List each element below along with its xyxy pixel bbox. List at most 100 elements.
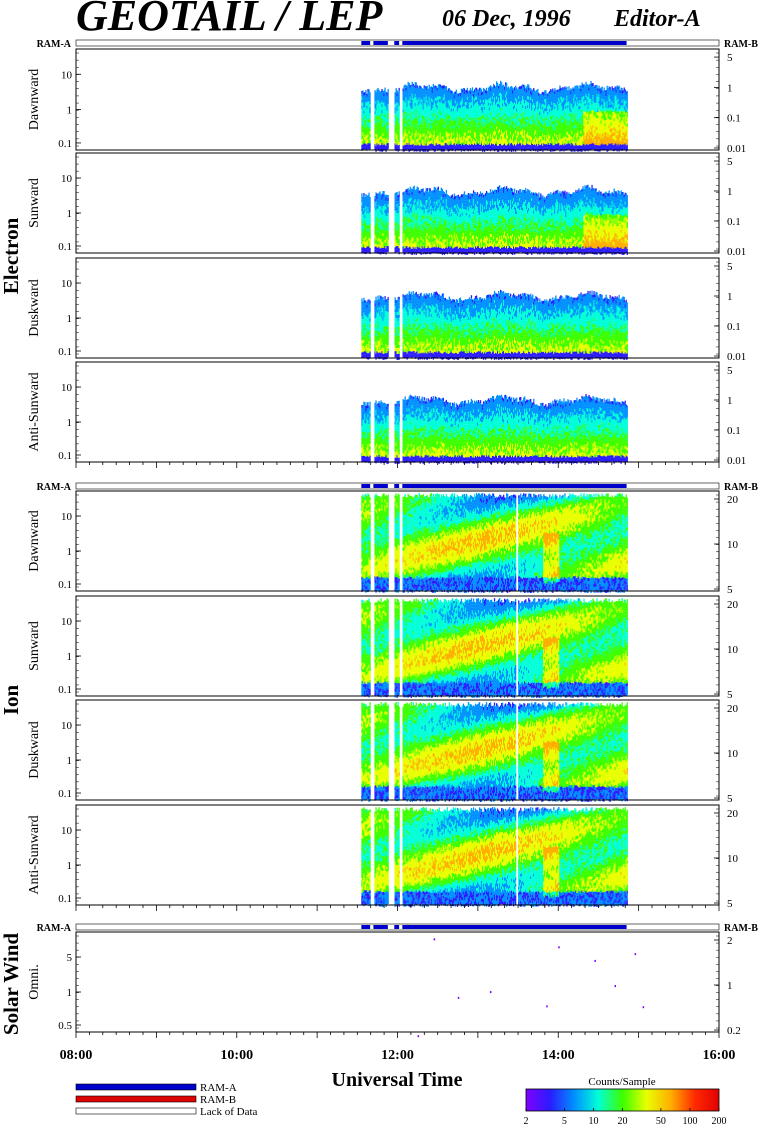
panel-electron-sunward: Sunward 10 1 0.1 5 1 0.1 0.01: [27, 152, 746, 258]
colorbar-ticks: 2 5 10 20 50 100 200: [524, 1108, 727, 1127]
panel-frame: [75, 48, 720, 151]
right-tick-label: 0.1: [727, 216, 741, 228]
right-tick-label: 0.1: [727, 113, 741, 125]
panel-label: Anti-Sunward: [27, 372, 42, 451]
solar-wind-point: [546, 1005, 548, 1008]
legend-label-lack-of-data: Lack of Data: [200, 1106, 258, 1118]
left-tick-label: 10: [61, 173, 73, 185]
panel-frame: [75, 931, 720, 1033]
left-tick-label: 1: [67, 860, 73, 872]
left-tick-label: 0.1: [58, 450, 72, 462]
ram-bar-gap: [399, 484, 403, 488]
left-tick-label: 10: [61, 511, 73, 523]
time-axis: 08:00 10:00 12:00 14:00 16:00: [60, 462, 735, 1063]
right-tick-label: 5: [727, 584, 733, 596]
left-tick-label: 1: [67, 651, 73, 663]
left-tick-label: 1: [67, 208, 73, 220]
ram-bar-gap: [370, 925, 374, 929]
left-tick-label: 1: [67, 987, 73, 999]
x-tick-label: 12:00: [381, 1048, 414, 1063]
colorbar: [525, 1088, 720, 1112]
left-tick-label: 1: [67, 313, 73, 325]
solar-wind-point: [558, 946, 560, 949]
legend-swatch-ram-a: [75, 1083, 197, 1091]
left-tick-label: 10: [61, 616, 73, 628]
right-tick-label: 5: [727, 365, 733, 377]
ram-bar-ram-a: [361, 925, 627, 929]
x-tick-label: 10:00: [220, 1048, 253, 1063]
panel-solar_wind-omni: Omni. 5 1 0.5 2 1 0.2: [27, 931, 741, 1038]
right-tick-label: 5: [727, 261, 733, 273]
colorbar-tick-label: 5: [562, 1116, 567, 1127]
panel-electron-duskward: Duskward 10 1 0.1 5 1 0.1 0.01: [27, 257, 746, 363]
x-tick-label: 14:00: [542, 1048, 575, 1063]
right-tick-label: 0.01: [727, 143, 746, 155]
solar-wind-point: [634, 953, 637, 956]
legend-swatch-lack-of-data: [75, 1107, 197, 1115]
panel-label: Dawnward: [27, 69, 42, 130]
left-tick-label: 0.1: [58, 138, 72, 150]
figure-editor: Editor-A: [613, 6, 701, 32]
right-tick-label: 1: [727, 395, 733, 407]
left-tick-label: 10: [61, 825, 73, 837]
group-label-solar-wind: Solar Wind: [0, 933, 23, 1035]
colorbar-title: Counts/Sample: [588, 1076, 655, 1088]
left-tick-label: 0.1: [58, 241, 72, 253]
figure-title: GEOTAIL / LEP: [76, 0, 384, 40]
right-tick-label: 1: [727, 291, 733, 303]
right-tick-label: 0.2: [727, 1025, 741, 1037]
left-tick-label: 10: [61, 69, 73, 81]
ram-bar-ram-a: [361, 41, 627, 45]
right-tick-label: 10: [727, 748, 739, 760]
colorbar-tick-label: 100: [682, 1116, 697, 1127]
x-axis-title: Universal Time: [332, 1069, 463, 1091]
solar-wind-point: [594, 959, 596, 962]
panel-frame: [75, 257, 720, 359]
panel-frame: [75, 699, 720, 801]
left-tick-label: 5: [67, 952, 73, 964]
ram-bar-left-label: RAM-A: [37, 39, 72, 50]
panel-frame: [75, 490, 720, 592]
left-tick-label: 10: [61, 720, 73, 732]
left-tick-label: 1: [67, 417, 73, 429]
x-tick-label: 08:00: [60, 1048, 93, 1063]
right-tick-label: 0.1: [727, 321, 741, 333]
ram-bar-left-label: RAM-A: [37, 482, 72, 493]
colorbar-tick-label: 200: [712, 1116, 727, 1127]
right-tick-label: 10: [727, 539, 739, 551]
left-tick-label: 10: [61, 278, 73, 290]
colorbar-tick-label: 50: [656, 1116, 666, 1127]
panel-frame: [75, 595, 720, 697]
left-tick-label: 1: [67, 755, 73, 767]
left-tick-label: 0.1: [58, 346, 72, 358]
ram-bar-right-label: RAM-B: [724, 482, 758, 493]
solar-wind-point: [614, 985, 617, 988]
left-tick-label: 0.1: [58, 788, 72, 800]
right-tick-label: 0.01: [727, 455, 746, 467]
right-tick-label: 5: [727, 898, 733, 910]
left-tick-label: 0.5: [58, 1020, 72, 1032]
ram-bar-gap: [387, 41, 395, 45]
colorbar-tick-label: 20: [618, 1116, 628, 1127]
left-tick-label: 1: [67, 546, 73, 558]
right-tick-label: 20: [727, 808, 739, 820]
left-tick-label: 0.1: [58, 684, 72, 696]
ram-bar-gap: [370, 41, 374, 45]
panel-ion-dawnward: Dawnward 10 1 0.1 20 10 5: [27, 490, 739, 596]
right-tick-label: 20: [727, 703, 739, 715]
ram-bar-right-label: RAM-B: [724, 923, 758, 934]
group-label-electron: Electron: [0, 217, 23, 294]
panel-electron-dawnward: Dawnward 10 1 0.1 5 1 0.1 0.01: [27, 48, 746, 155]
left-tick-label: 0.1: [58, 893, 72, 905]
right-tick-label: 5: [727, 793, 733, 805]
right-tick-label: 20: [727, 599, 739, 611]
ram-bar-left-label: RAM-A: [37, 923, 72, 934]
panel-label: Duskward: [27, 721, 42, 779]
panel-electron-anti-sunward: Anti-Sunward 10 1 0.1 5 1 0.1 0.01: [27, 361, 746, 467]
right-tick-label: 10: [727, 644, 739, 656]
legend-label-ram-a: RAM-A: [200, 1082, 237, 1094]
figure-date: 06 Dec, 1996: [442, 6, 571, 32]
panel-label: Sunward: [27, 621, 42, 671]
solar-wind-point: [417, 1035, 420, 1038]
right-tick-label: 5: [727, 156, 733, 168]
